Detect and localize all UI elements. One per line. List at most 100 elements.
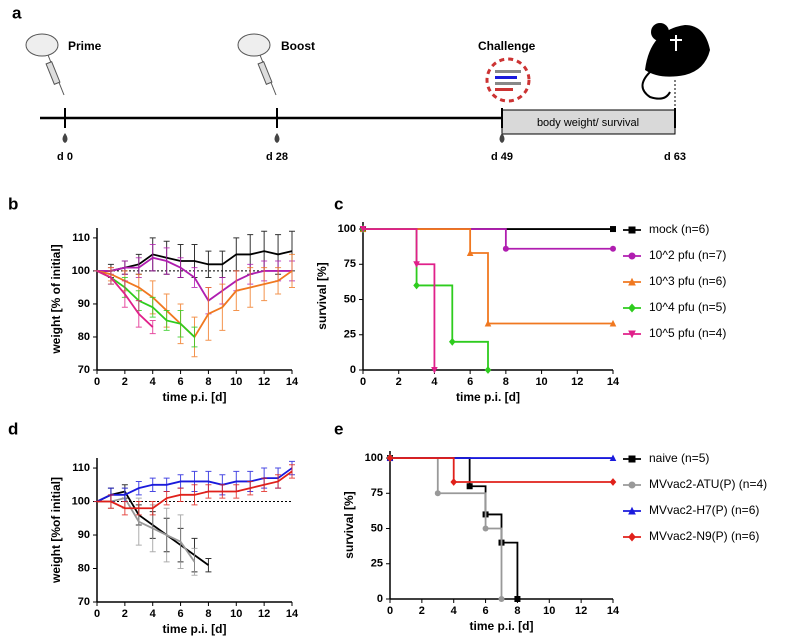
- marker: [609, 454, 617, 462]
- x-tick-label: 4: [150, 376, 157, 388]
- x-tick-label: 6: [178, 376, 184, 388]
- legend-label: MVvac2-ATU(P) (n=4): [649, 477, 767, 491]
- y-tick-label: 25: [344, 329, 356, 341]
- step-line: [390, 457, 613, 483]
- legend-label: 10^2 pfu (n=7): [649, 248, 726, 262]
- marker: [482, 525, 489, 532]
- x-tick-label: 2: [122, 376, 128, 388]
- y-axis-label: weight [% of initial]: [49, 244, 63, 354]
- x-tick-label: 0: [94, 376, 100, 388]
- marker: [610, 226, 616, 233]
- x-tick-label: 4: [431, 376, 438, 388]
- y-tick-label: 75: [344, 258, 356, 270]
- line: [96, 467, 293, 503]
- x-tick-label: 4: [451, 605, 458, 617]
- legend-label: naive (n=5): [649, 451, 709, 465]
- y-tick-label: 100: [365, 452, 383, 464]
- virus-icon: [485, 57, 531, 103]
- panel-label: e: [334, 419, 343, 438]
- error-bar: [191, 547, 198, 576]
- x-tick-label: 6: [178, 608, 184, 620]
- marker: [628, 455, 636, 463]
- x-axis-label: time p.i. [d]: [470, 619, 534, 633]
- legend-label: 10^5 pfu (n=4): [649, 326, 726, 340]
- marker: [502, 245, 509, 252]
- x-tick-label: 14: [286, 608, 299, 620]
- x-tick-label: 8: [205, 608, 211, 620]
- day-label: d 28: [266, 151, 288, 163]
- y-tick-label: 100: [72, 495, 90, 507]
- line: [97, 250, 293, 272]
- panel-label: a: [12, 3, 22, 22]
- event-label: Prime: [68, 39, 102, 53]
- panel-label: c: [334, 194, 343, 213]
- y-tick-label: 80: [78, 331, 90, 343]
- x-tick-label: 8: [503, 376, 509, 388]
- marker: [431, 367, 438, 374]
- x-tick-label: 2: [396, 376, 402, 388]
- x-tick-label: 10: [543, 605, 555, 617]
- y-tick-label: 100: [72, 265, 90, 277]
- marker: [628, 532, 636, 542]
- panel-label: d: [8, 419, 18, 438]
- line: [96, 270, 154, 328]
- y-tick-label: 100: [338, 223, 356, 235]
- legend-label: MVvac2-H7(P) (n=6): [649, 503, 759, 517]
- y-tick-label: 0: [350, 364, 356, 376]
- day-label: d 63: [664, 151, 686, 163]
- marker: [609, 478, 617, 486]
- legend-label: 10^4 pfu (n=5): [649, 300, 726, 314]
- y-tick-label: 80: [78, 562, 90, 574]
- x-axis-label: time p.i. [d]: [163, 390, 227, 404]
- x-tick-label: 10: [230, 608, 242, 620]
- marker: [628, 226, 636, 234]
- marker: [484, 366, 492, 374]
- event-label: Challenge: [478, 39, 536, 53]
- x-tick-label: 14: [286, 376, 299, 388]
- marker: [386, 454, 394, 462]
- x-tick-label: 8: [514, 605, 520, 617]
- marker: [628, 506, 636, 515]
- y-tick-label: 70: [78, 596, 90, 608]
- marker: [628, 252, 636, 260]
- marker: [498, 596, 505, 602]
- marker: [450, 478, 458, 486]
- mouse-icon: [641, 23, 710, 118]
- x-axis-label: time p.i. [d]: [456, 390, 520, 404]
- x-tick-label: 14: [607, 376, 620, 388]
- marker: [484, 319, 492, 327]
- panel-label: b: [8, 194, 18, 213]
- line: [97, 497, 196, 563]
- marker: [466, 249, 474, 257]
- marker: [628, 303, 636, 313]
- y-tick-label: 25: [371, 558, 383, 570]
- marker: [628, 481, 636, 489]
- x-axis-label: time p.i. [d]: [163, 622, 227, 636]
- marker: [628, 277, 636, 286]
- marker: [434, 490, 441, 497]
- step-line: [363, 228, 436, 370]
- x-tick-label: 12: [258, 376, 270, 388]
- x-tick-label: 10: [230, 376, 242, 388]
- event-label: Boost: [281, 39, 315, 53]
- legend-label: MVvac2-N9(P) (n=6): [649, 529, 759, 543]
- drop-icons: [62, 133, 505, 143]
- marker: [413, 281, 420, 290]
- marker: [413, 261, 420, 268]
- marker: [359, 226, 367, 233]
- line: [97, 470, 293, 510]
- y-tick-label: 70: [78, 364, 90, 376]
- step-line: [363, 228, 613, 325]
- y-tick-label: 90: [78, 298, 90, 310]
- marker: [466, 483, 473, 490]
- x-tick-label: 2: [122, 608, 128, 620]
- y-axis-label: survival [%]: [315, 262, 329, 329]
- error-bar: [205, 557, 212, 573]
- error-bar: [191, 326, 198, 348]
- error-bar: [289, 464, 295, 479]
- marker: [448, 337, 456, 346]
- day-label: d 49: [491, 151, 513, 163]
- legend-label: mock (n=6): [649, 222, 709, 236]
- x-tick-label: 6: [467, 376, 473, 388]
- x-tick-label: 10: [535, 376, 547, 388]
